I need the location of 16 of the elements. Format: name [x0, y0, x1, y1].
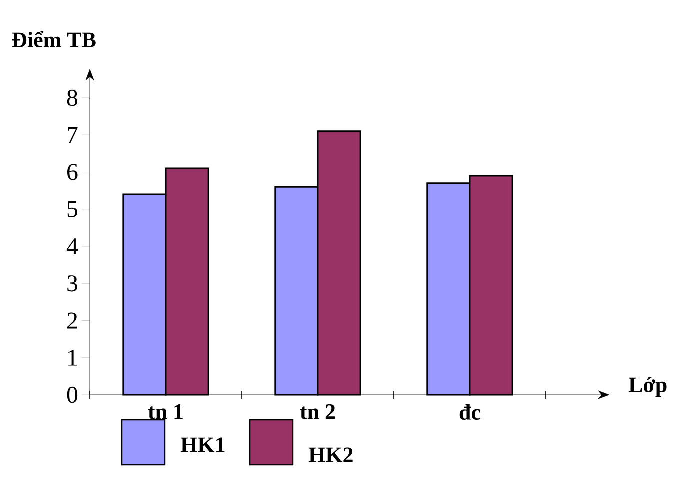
y-tick-label: 3 — [68, 276, 78, 292]
y-tick-label: 1 — [68, 350, 78, 366]
legend-label: HK2 — [308, 448, 353, 462]
y-tick-label: 8 — [67, 90, 78, 106]
x-tick-label: tn 1 — [148, 404, 183, 420]
x-tick-label: đc — [460, 404, 480, 420]
x-axis-title: Lớp — [628, 377, 667, 397]
y-tick-label: 0 — [67, 386, 78, 404]
y-tick-label: 5 — [68, 201, 78, 218]
y-tick-label: 2 — [68, 312, 78, 329]
y-tick-label: 4 — [66, 238, 78, 254]
y-tick-label: 6 — [68, 164, 78, 180]
legend-label: HK1 — [180, 438, 225, 452]
y-tick-label: 7 — [68, 127, 78, 143]
y-axis-title: Điểm TB — [12, 31, 96, 48]
x-tick-label: tn 2 — [300, 404, 336, 420]
